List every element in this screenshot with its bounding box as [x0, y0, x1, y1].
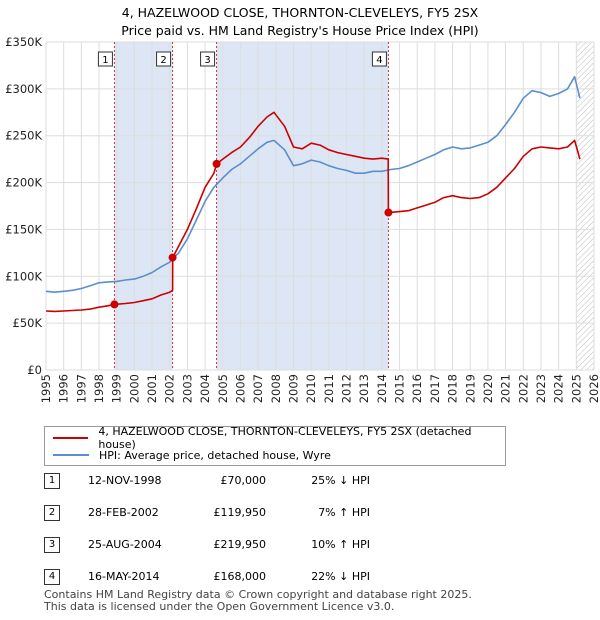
footer-licence: This data is licensed under the Open Gov…: [44, 600, 395, 613]
grid-lines: [45, 41, 595, 371]
y-axis-ticks: £0 £50K £100K £150K £200K £250K £300K £350K: [5, 35, 42, 377]
x-tick-label: 2009: [286, 374, 300, 403]
sale-points: [110, 159, 393, 309]
y-tick-label: £300K: [5, 82, 42, 96]
sale-marker-box: [156, 51, 172, 67]
sale-point: [212, 159, 221, 168]
x-axis-ticks: 1995 1996 1997 1998 1999 2000 2001 2002 2003 2004…: [39, 374, 600, 403]
x-tick-label: 1998: [92, 374, 106, 403]
sale-hpi-comparison: 10% ↑ HPI: [311, 538, 370, 551]
x-tick-label: 2010: [304, 374, 318, 403]
chart-subtitle: Price paid vs. HM Land Registry's House …: [121, 23, 479, 38]
y-tick-label: £50K: [13, 316, 43, 330]
legend-swatch-hpi: [53, 454, 89, 456]
sale-row: 1 12-NOV-1998 £70,000 25% ↓ HPI: [44, 472, 464, 490]
sale-marker-number: 3: [204, 55, 210, 66]
chart-title-block: 4, HAZELWOOD CLOSE, THORNTON-CLEVELEYS, …: [0, 4, 600, 40]
y-tick-label: £100K: [5, 269, 42, 283]
x-tick-label: 2023: [534, 374, 548, 403]
x-tick-label: 1999: [110, 374, 124, 403]
sale-date: 12-NOV-1998: [88, 474, 162, 487]
x-tick-label: 2024: [552, 374, 566, 403]
sale-price: £168,000: [213, 570, 267, 583]
x-tick-label: 2008: [269, 374, 283, 403]
sale-hpi-comparison: 22% ↓ HPI: [311, 570, 370, 583]
sale-marker-box: [371, 51, 387, 67]
x-tick-label: 2026: [587, 374, 600, 403]
sale-date: 25-AUG-2004: [88, 538, 162, 551]
price-chart: 1 2 3 4 £0 £50K £100K £150K £200K £250K £300K £350…: [5, 35, 600, 403]
sale-price: £119,950: [213, 506, 267, 519]
shaded-span: [114, 42, 173, 370]
sale-marker-box: [97, 51, 113, 67]
x-tick-label: 2006: [233, 374, 247, 403]
sale-marker-number: 1: [102, 55, 108, 66]
x-tick-label: 2022: [516, 374, 530, 403]
sale-point: [110, 300, 119, 309]
y-tick-label: £350K: [5, 35, 42, 49]
y-tick-label: £250K: [5, 129, 42, 143]
footer: Contains HM Land Registry data © Crown c…: [44, 589, 472, 613]
sale-marker-box: [200, 51, 216, 67]
x-tick-label: 2005: [216, 374, 230, 403]
x-tick-label: 1995: [39, 374, 53, 403]
x-tick-label: 2000: [127, 374, 141, 403]
sale-date: 28-FEB-2002: [88, 506, 159, 519]
sale-row: 3 25-AUG-2004 £219,950 10% ↑ HPI: [44, 536, 464, 554]
legend-label-property: 4, HAZELWOOD CLOSE, THORNTON-CLEVELEYS, …: [98, 425, 472, 451]
x-tick-label: 2014: [375, 374, 389, 403]
series-line: [45, 111, 581, 313]
sale-number-badge: 4: [44, 569, 60, 585]
sale-row: 2 28-FEB-2002 £119,950 7% ↑ HPI: [44, 504, 464, 522]
legend-item-hpi: HPI: Average price, detached house, Wyre: [53, 447, 331, 463]
sale-number-badge: 2: [44, 505, 60, 521]
x-tick-label: 2002: [163, 374, 177, 403]
x-tick-label: 2020: [481, 374, 495, 403]
x-tick-label: 1997: [74, 374, 88, 403]
legend-swatch-property: [53, 437, 89, 439]
x-tick-label: 2025: [569, 374, 583, 403]
x-tick-label: 2004: [198, 374, 212, 403]
x-tick-label: 2011: [322, 374, 336, 403]
sale-number-badge: 1: [44, 473, 60, 489]
sale-marker-number: 2: [160, 55, 166, 66]
sale-point: [168, 253, 177, 262]
x-tick-label: 2019: [463, 374, 477, 403]
shaded-spans: [114, 42, 594, 370]
sale-date: 16-MAY-2014: [88, 570, 160, 583]
x-tick-label: 2012: [340, 374, 354, 403]
x-tick-label: 1996: [57, 374, 71, 403]
sale-price: £219,950: [213, 538, 267, 551]
x-tick-label: 2021: [499, 374, 513, 403]
series-line: [45, 75, 581, 293]
chart-title: 4, HAZELWOOD CLOSE, THORNTON-CLEVELEYS, …: [121, 5, 479, 20]
sale-marker-labels: 1 2 3 4: [97, 51, 387, 67]
sale-point: [384, 208, 393, 217]
sale-hpi-comparison: 25% ↓ HPI: [311, 474, 370, 487]
footer-copyright: Contains HM Land Registry data © Crown c…: [44, 588, 472, 601]
x-tick-label: 2017: [428, 374, 442, 403]
x-tick-label: 2013: [357, 374, 371, 403]
sale-hpi-comparison: 7% ↑ HPI: [318, 506, 370, 519]
legend-label-hpi: HPI: Average price, detached house, Wyre: [99, 448, 331, 462]
x-tick-label: 2001: [145, 374, 159, 403]
y-tick-label: £150K: [5, 222, 42, 236]
y-tick-label: £200K: [5, 176, 42, 190]
legend-item-property: 4, HAZELWOOD CLOSE, THORNTON-CLEVELEYS, …: [53, 425, 505, 451]
future-hatch-region: [576, 42, 594, 370]
sale-price: £70,000: [220, 474, 267, 487]
x-tick-label: 2016: [410, 374, 424, 403]
x-tick-label: 2015: [393, 374, 407, 403]
legend: 4, HAZELWOOD CLOSE, THORNTON-CLEVELEYS, …: [44, 425, 506, 466]
series-lines: [45, 75, 581, 313]
sale-number-badge: 3: [44, 537, 60, 553]
sale-row: 4 16-MAY-2014 £168,000 22% ↓ HPI: [44, 568, 464, 586]
y-tick-label: £0: [27, 363, 42, 377]
x-tick-label: 2018: [446, 374, 460, 403]
x-tick-label: 2003: [180, 374, 194, 403]
shaded-span: [216, 42, 389, 370]
sale-marker-number: 4: [376, 55, 382, 66]
x-tick-label: 2007: [251, 374, 265, 403]
